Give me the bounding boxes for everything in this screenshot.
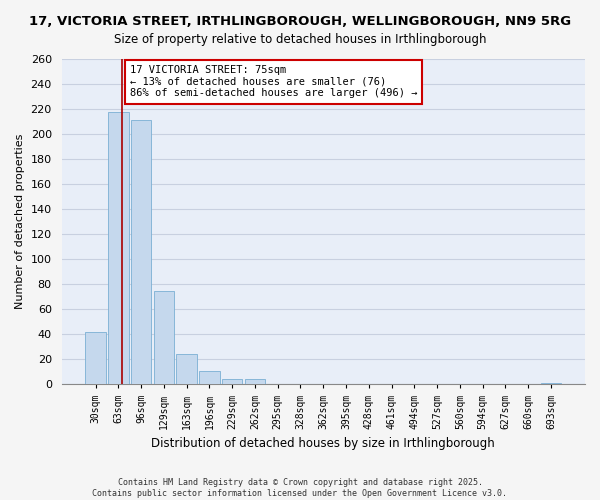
Text: Size of property relative to detached houses in Irthlingborough: Size of property relative to detached ho… [114,32,486,46]
Bar [222,380,242,384]
Bar [85,332,106,384]
Bar [154,290,174,384]
Bar [131,120,151,384]
Text: 17, VICTORIA STREET, IRTHLINGBOROUGH, WELLINGBOROUGH, NN9 5RG: 17, VICTORIA STREET, IRTHLINGBOROUGH, WE… [29,15,571,28]
Bar [541,383,561,384]
Text: 17 VICTORIA STREET: 75sqm
← 13% of detached houses are smaller (76)
86% of semi-: 17 VICTORIA STREET: 75sqm ← 13% of detac… [130,66,417,98]
X-axis label: Distribution of detached houses by size in Irthlingborough: Distribution of detached houses by size … [151,437,495,450]
Bar [176,354,197,384]
Bar [245,380,265,384]
Bar [108,112,128,384]
Text: Contains HM Land Registry data © Crown copyright and database right 2025.
Contai: Contains HM Land Registry data © Crown c… [92,478,508,498]
Bar [199,370,220,384]
Y-axis label: Number of detached properties: Number of detached properties [15,134,25,310]
